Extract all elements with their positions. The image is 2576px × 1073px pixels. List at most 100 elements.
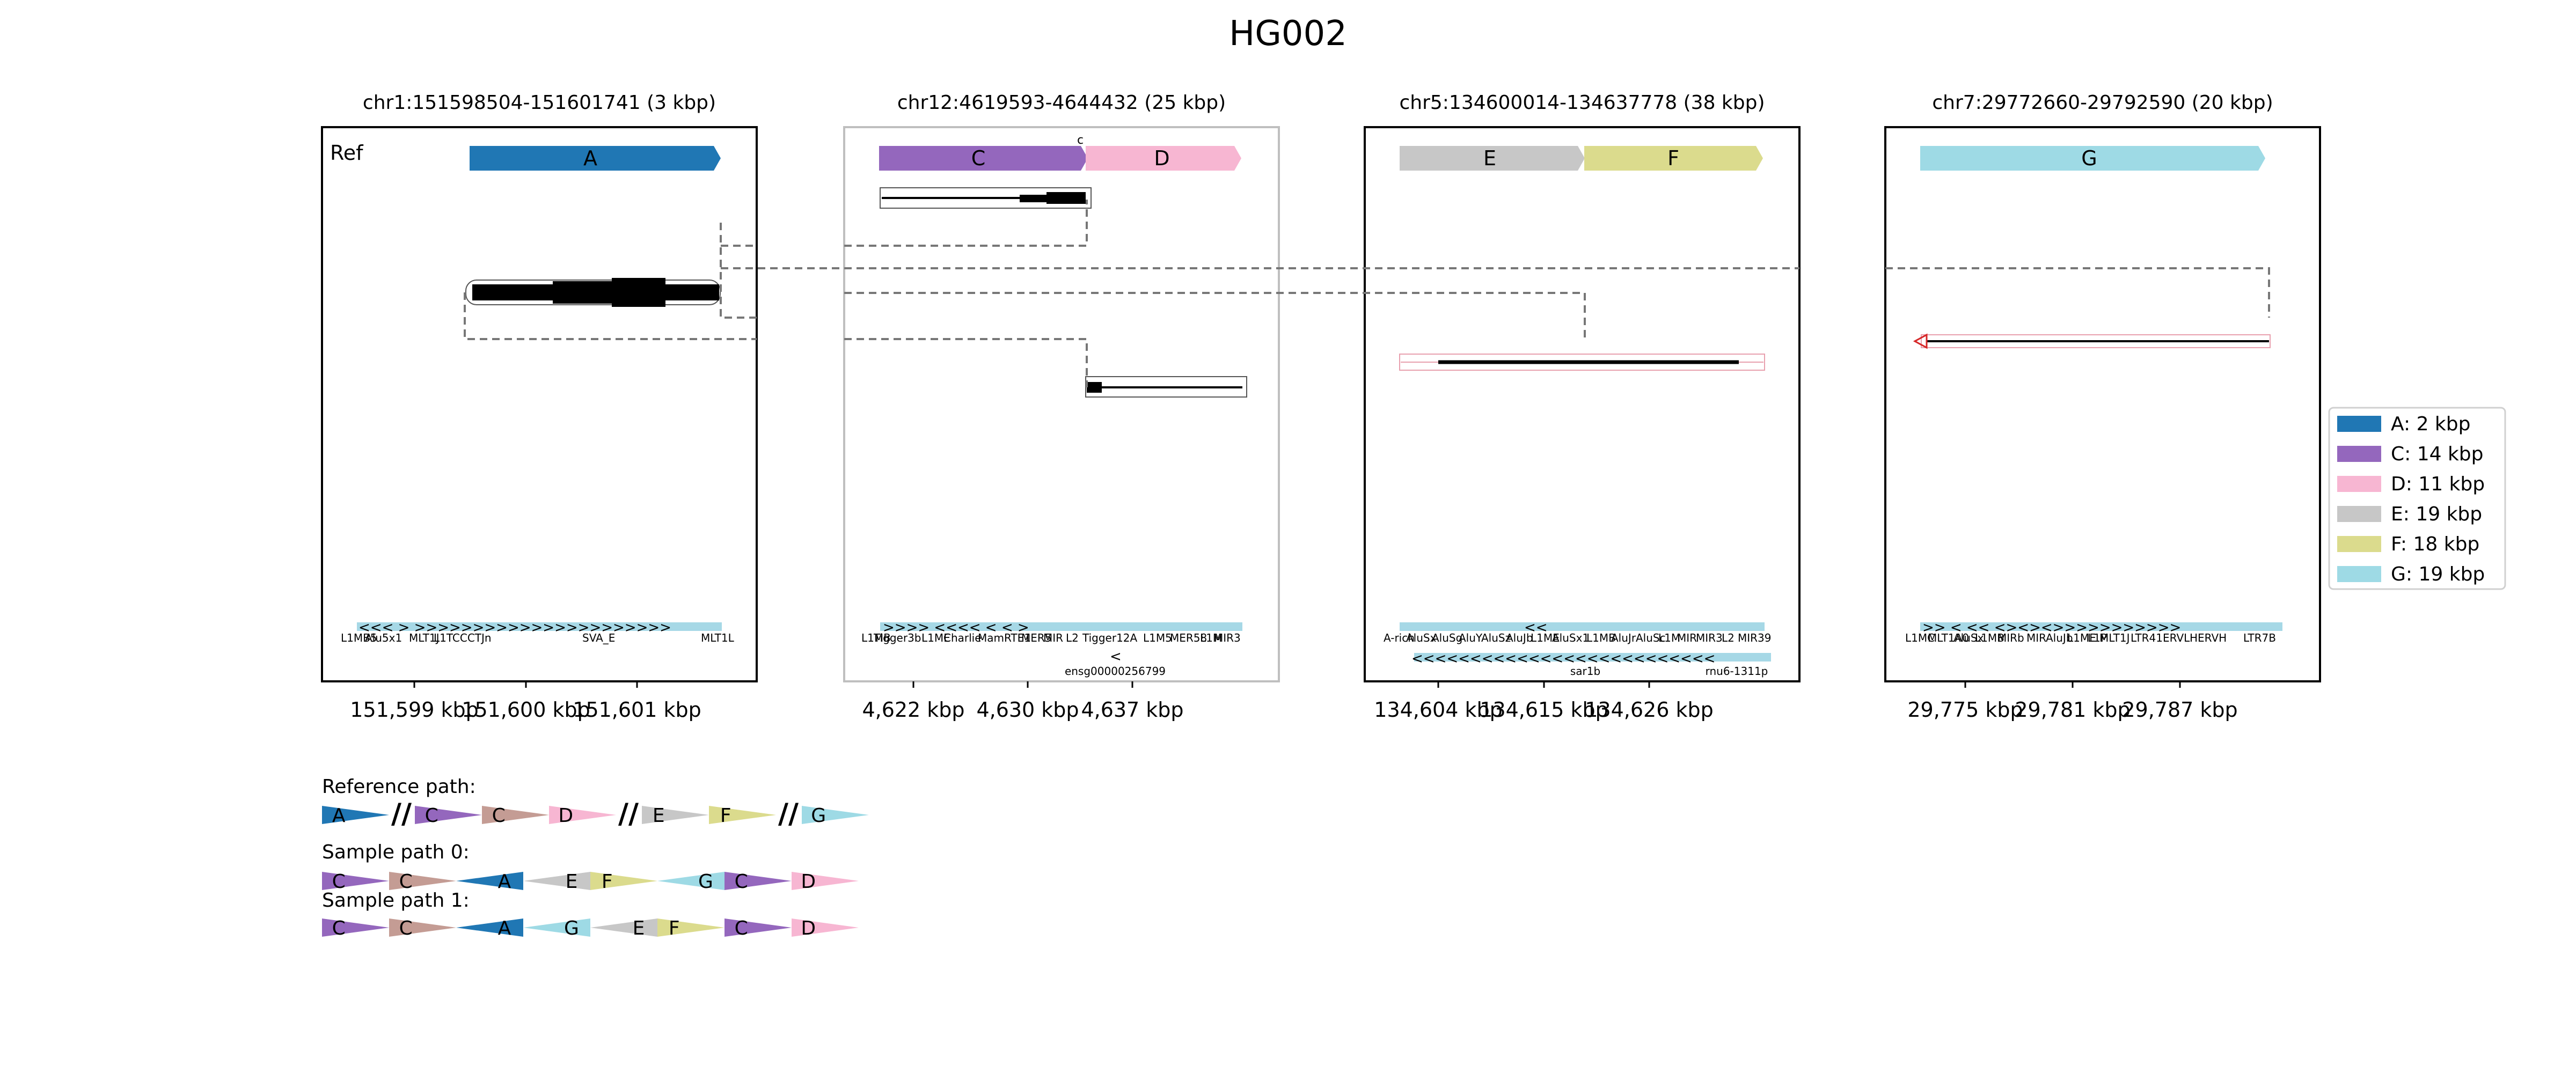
path-row-reference: A // C C D // E F // G: [322, 798, 869, 830]
repeat-label-1-3: MLT1J: [409, 631, 439, 644]
ref-label: Ref: [330, 141, 364, 165]
repeat-label-3-6: AluJb: [1506, 631, 1533, 644]
segment-arrow-g: [1920, 146, 2265, 171]
path-token-f: [709, 806, 776, 824]
repeat-label-2-12: L1M: [1200, 631, 1222, 644]
tick-label-2-1: 4,622 kbp: [862, 698, 964, 722]
repeat-label-4-9: L1P: [2088, 631, 2107, 644]
legend-label-g: G: 19 kbp: [2391, 563, 2485, 585]
chevrons-panel-3: <<: [1524, 620, 1548, 636]
repeat-label-4-11: LTR41: [2131, 631, 2163, 644]
path-token-label: G: [811, 805, 826, 827]
repeat-label-2-3: L1ME: [921, 631, 950, 644]
legend-swatch-c: [2337, 446, 2381, 462]
alignment-block-d: [1087, 382, 1102, 393]
repeat-label-2-2: Tigger3b: [873, 631, 921, 644]
path-token-label: D: [558, 805, 573, 827]
panel-frame-3: [1364, 126, 1801, 682]
annotation-tracks: [357, 622, 2282, 662]
repeat-track-3b: [1414, 653, 1771, 662]
path-token-label: C: [332, 871, 346, 893]
connector-panel2-d: [844, 338, 1088, 387]
connection-lines: [464, 200, 2270, 387]
repeat-label-4-10: MLT1J: [2099, 631, 2129, 644]
tick-label-1-2: 151,600 kbp: [462, 698, 590, 722]
tick-label-1-1: 151,599 kbp: [350, 698, 478, 722]
repeat-label-2-1: L1MB: [861, 631, 891, 644]
alignment-block-c2: [1046, 192, 1086, 204]
repeat-label-3-14: MIR3: [1696, 631, 1723, 644]
segment-label-e: E: [1483, 146, 1496, 170]
path-token-d: [792, 918, 859, 937]
path-token-c: [482, 806, 549, 824]
path-token-label: F: [669, 917, 680, 939]
x-axis-ticks: [413, 681, 2181, 688]
path-token-g: [523, 918, 590, 937]
repeat-label-3-11: AluSc: [1636, 631, 1666, 644]
repeat-label-3-2: AluSx: [1406, 631, 1437, 644]
connector-a-to-d: [464, 292, 757, 340]
path-label-reference: Reference path:: [322, 776, 476, 798]
path-token-label: C: [399, 917, 413, 939]
repeat-label-1-2: Alu5x1: [365, 631, 402, 644]
repeat-label-3-15: L2: [1722, 631, 1735, 644]
repeat-label-3-12: L1M: [1658, 631, 1680, 644]
annotation-chevrons: <<< > >>>>>>>>>>>>>>>>>>>>>> >>>> <<<< <…: [358, 620, 2181, 667]
path-token-c: [322, 918, 389, 937]
segment-label-g: G: [2081, 146, 2097, 170]
tick-label-4-1: 29,775 kbp: [1907, 698, 2023, 722]
legend-label-c: C: 14 kbp: [2391, 443, 2484, 465]
legend-swatch-a: [2337, 416, 2381, 432]
path-break-mark: //: [618, 798, 639, 830]
legend-label-f: F: 18 kbp: [2391, 533, 2479, 555]
legend-label-d: D: 11 kbp: [2391, 473, 2485, 495]
repeat-label-3-13: MIR: [1677, 631, 1697, 644]
chevrons-panel-3b: <<<<<<<<<<<<<<<<<<<<<<<<<<: [1411, 651, 1715, 667]
panel-frame-4: [1884, 126, 2321, 682]
path-token-g: [802, 806, 869, 824]
alignment-arrowhead-g: [1913, 333, 1928, 349]
path-token-a: [456, 918, 523, 937]
path-token-label: G: [564, 917, 579, 939]
path-token-label: A: [498, 871, 511, 893]
segment-label-a: A: [583, 146, 597, 170]
repeat-label-4-3: AluSx: [1953, 631, 1984, 644]
repeat-label-4-8: L1ME: [2067, 631, 2096, 644]
path-token-label: F: [720, 805, 731, 827]
path-token-label: C: [399, 871, 413, 893]
legend: A: 2 kbp C: 14 kbp D: 11 kbp E: 19 kbp F…: [2328, 407, 2506, 590]
path-token-label: C: [735, 871, 748, 893]
repeat-label-3-8: AluSx1: [1552, 631, 1589, 644]
path-token-label: G: [698, 871, 713, 893]
legend-swatch-g: [2337, 566, 2381, 582]
repeat-label-4-2: MLT1A0: [1928, 631, 1969, 644]
alignment-outline-c: [880, 187, 1092, 209]
tick-label-1-3: 151,601 kbp: [573, 698, 701, 722]
path-diagrams: Reference path: A // C C D // E F // G Sample pat…: [322, 776, 869, 939]
repeat-label-2-9: Tigger12A: [1082, 631, 1138, 644]
panel-frames: [321, 126, 2321, 682]
repeat-label-1-4: L1TCCCTJn: [434, 631, 492, 644]
path-token-label: C: [735, 917, 748, 939]
repeat-label-4-4: L1MB: [1975, 631, 2004, 644]
legend-swatch-e: [2337, 506, 2381, 522]
path-break-mark: //: [391, 798, 412, 830]
path-token-label: C: [332, 917, 346, 939]
gene-label-2: ensg00000256799: [1065, 665, 1166, 678]
path-token-a: [456, 872, 523, 890]
reference-segments: A C D E F G: [470, 146, 2265, 171]
repeat-label-4-12: ERVL: [2163, 631, 2190, 644]
tick-label-2-2: 4,630 kbp: [976, 698, 1079, 722]
repeat-label-3-3: AluSg: [1432, 631, 1462, 644]
path-token-e: [642, 806, 709, 824]
repeat-label-1-5: SVA_E: [582, 631, 615, 644]
repeat-label-1-1: L1MB5: [341, 631, 377, 644]
tick-label-4-2: 29,781 kbp: [2015, 698, 2130, 722]
connector-to-e: [844, 292, 1586, 342]
repeat-track-2: [880, 622, 1242, 631]
panel-2-note: c: [1077, 134, 1084, 147]
path-token-label: D: [801, 917, 816, 939]
path-break-mark: //: [778, 798, 799, 830]
path-token-d: [549, 806, 616, 824]
